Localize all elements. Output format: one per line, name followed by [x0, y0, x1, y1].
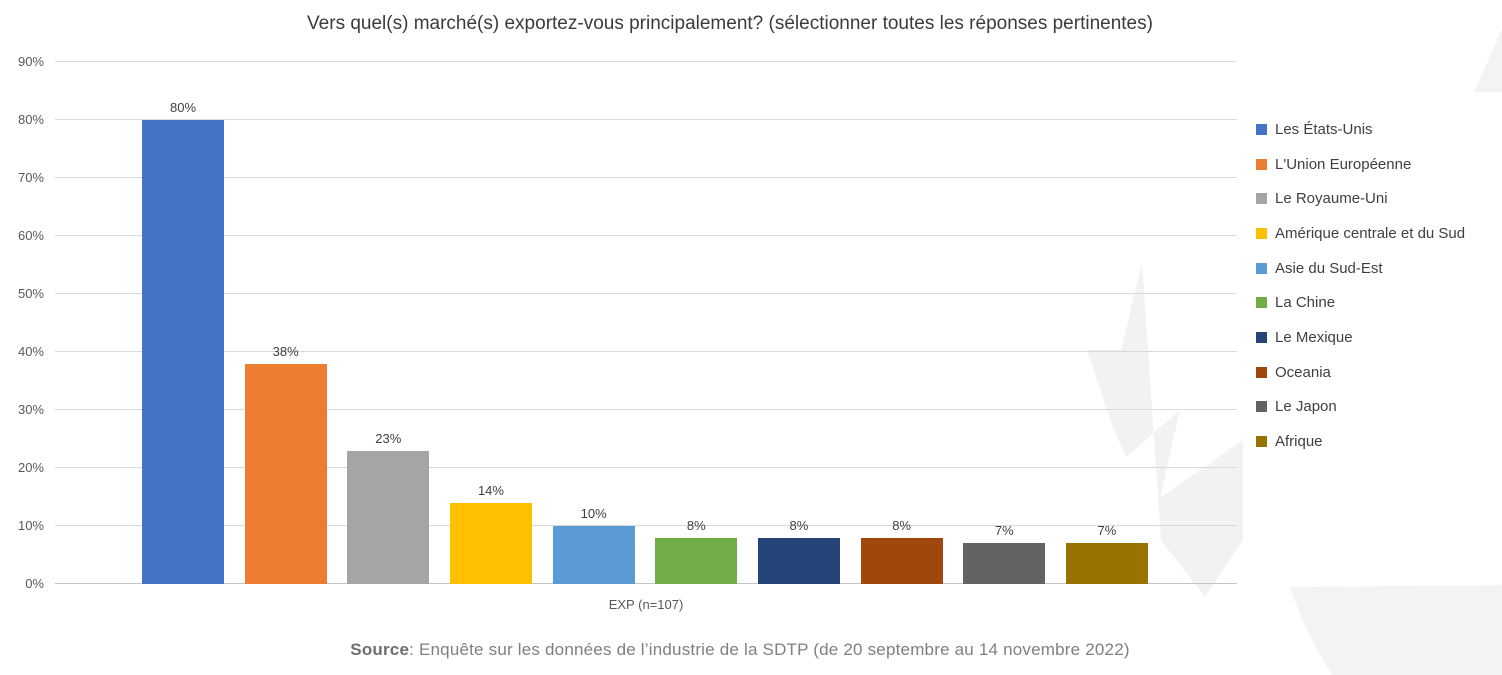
gridline: [55, 351, 1237, 352]
y-tick-label: 30%: [17, 402, 44, 418]
bar-5: 10%: [552, 506, 635, 584]
legend-swatch-icon: [1256, 331, 1267, 343]
legend-label: Le Japon: [1275, 398, 1337, 416]
bar-value-label: 7%: [1097, 523, 1117, 539]
bar-6: 8%: [655, 518, 738, 584]
gridline: [55, 467, 1237, 468]
bar-value-label: 7%: [994, 523, 1014, 539]
gridline: [55, 119, 1237, 120]
corner-triangle-shape: [1474, 29, 1502, 92]
bar-value-label: 80%: [169, 100, 197, 115]
bar-value-label: 8%: [789, 517, 809, 533]
y-tick-label: 60%: [17, 228, 44, 244]
bar-9: 7%: [963, 523, 1046, 584]
y-tick-label: 10%: [17, 518, 44, 534]
source-line: Source: Enquête sur les données de l’ind…: [0, 640, 1480, 660]
gridline: [55, 409, 1237, 410]
bar-value-label: 38%: [272, 343, 299, 359]
chart-title: Vers quel(s) marché(s) exportez-vous pri…: [307, 13, 1153, 34]
legend-swatch-icon: [1256, 297, 1267, 309]
maple-leaf-shape: [1087, 262, 1243, 597]
gridline: [55, 293, 1237, 294]
gridline: [55, 583, 1237, 584]
bar-10: 7%: [1065, 523, 1148, 584]
gridline: [55, 177, 1237, 178]
bar-8: 8%: [860, 518, 943, 584]
legend-swatch-icon: [1256, 158, 1267, 170]
y-axis: 0% 10% 20% 30% 40% 50% 60% 70% 80% 90%: [0, 54, 44, 591]
legend-label: Asie du Sud-Est: [1275, 259, 1383, 277]
legend-label: Amérique centrale et du Sud: [1275, 224, 1466, 242]
legend-swatch-icon: [1256, 401, 1267, 413]
bar-value-label: 23%: [375, 430, 402, 446]
legend-item-5: Asie du Sud-Est: [1256, 251, 1465, 286]
legend-item-10: Afrique: [1256, 424, 1465, 459]
legend-swatch-icon: [1256, 227, 1267, 239]
y-tick-label: 0%: [25, 576, 44, 591]
legend-item-2: L'Union Européenne: [1256, 147, 1465, 182]
bar-value-label: 8%: [686, 517, 706, 533]
legend-item-3: Le Royaume-Uni: [1256, 181, 1465, 216]
y-tick-label: 80%: [17, 112, 44, 128]
bar-1: 80%: [142, 100, 224, 584]
legend-item-1: Les États-Unis: [1256, 112, 1465, 147]
legend-swatch-icon: [1256, 262, 1267, 274]
bar-7: 8%: [757, 518, 840, 584]
gridline: [55, 525, 1237, 526]
gridline: [55, 61, 1237, 62]
legend-label: L'Union Européenne: [1275, 155, 1412, 173]
gridline: [55, 235, 1237, 236]
legend-label: La Chine: [1275, 294, 1336, 312]
x-axis-label: EXP (n=107): [608, 597, 684, 612]
y-tick-label: 40%: [17, 344, 44, 360]
y-tick-label: 90%: [17, 54, 44, 69]
bar-4: 14%: [449, 483, 532, 584]
bar-value-label: 14%: [477, 482, 504, 498]
legend-item-6: La Chine: [1256, 285, 1465, 320]
legend-swatch-icon: [1256, 123, 1267, 135]
bar-value-label: 10%: [580, 506, 607, 521]
legend-label: Les États-Unis: [1275, 120, 1373, 138]
y-tick-label: 70%: [17, 170, 44, 185]
legend-swatch-icon: [1256, 436, 1267, 448]
bar-2: 38%: [244, 344, 327, 584]
legend-item-9: Le Japon: [1256, 390, 1465, 425]
source-text: : Enquête sur les données de l’industrie…: [409, 640, 1130, 659]
legend-swatch-icon: [1256, 366, 1267, 378]
legend-swatch-icon: [1256, 193, 1267, 205]
legend-label: Afrique: [1275, 433, 1323, 451]
legend-label: Le Mexique: [1275, 328, 1353, 346]
y-tick-label: 20%: [17, 460, 44, 476]
y-tick-label: 50%: [17, 286, 44, 301]
legend-item-4: Amérique centrale et du Sud: [1256, 216, 1465, 251]
legend-item-7: Le Mexique: [1256, 320, 1465, 355]
plot-area: 80% 38% 23% 14% 10% 8% 8% 8% 7% 7%: [55, 61, 1237, 584]
bar-3: 23%: [347, 431, 430, 584]
bar-value-label: 8%: [892, 517, 911, 533]
legend-label: Le Royaume-Uni: [1275, 190, 1388, 208]
bars-row: 80% 38% 23% 14% 10% 8% 8% 8% 7% 7%: [142, 62, 1148, 584]
legend-item-8: Oceania: [1256, 355, 1465, 390]
legend: Les États-Unis L'Union Européenne Le Royau…: [1256, 112, 1465, 459]
source-prefix: Source: [350, 640, 410, 659]
bottom-right-shape: [1290, 585, 1502, 675]
legend-label: Oceania: [1275, 363, 1331, 381]
